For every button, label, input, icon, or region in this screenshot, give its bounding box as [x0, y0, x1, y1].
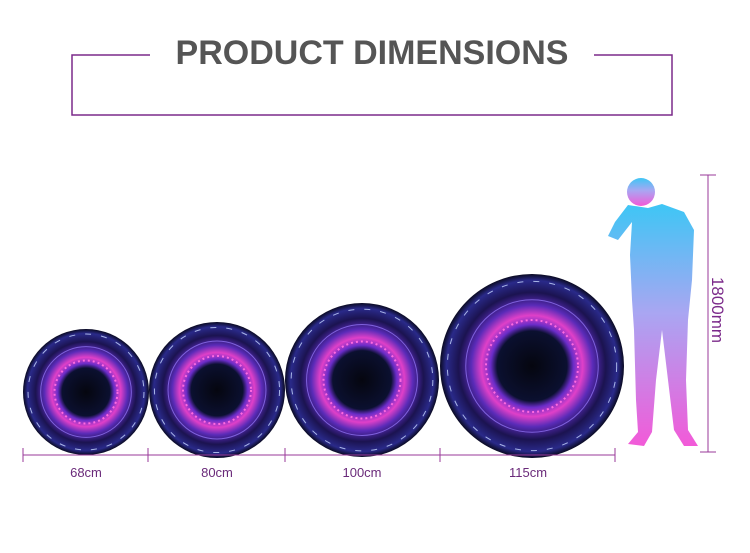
title: PRODUCT DIMENSIONS — [176, 34, 569, 72]
product-disc — [23, 329, 149, 455]
product-disc — [285, 303, 439, 457]
size-label: 115cm — [509, 465, 547, 480]
product-disc — [440, 274, 624, 458]
disc-ring — [446, 280, 618, 452]
disc-ring — [53, 359, 119, 425]
size-label: 68cm — [70, 465, 102, 480]
disc-ring — [27, 333, 145, 451]
disc-ring — [465, 299, 599, 433]
height-line — [700, 174, 716, 453]
disc-ring — [485, 319, 579, 413]
disc-ring — [306, 324, 418, 436]
dimension-line — [22, 448, 616, 462]
title-mask — [150, 35, 594, 75]
disc-ring — [167, 340, 267, 440]
disc-ring — [322, 340, 402, 420]
disc-ring — [290, 308, 434, 452]
height-label: 1800mm — [708, 277, 727, 343]
disc-ring — [40, 346, 132, 438]
size-label: 100cm — [342, 465, 381, 480]
disc-ring — [182, 355, 252, 425]
disc-ring — [153, 326, 281, 454]
size-label: 80cm — [201, 465, 233, 480]
product-disc — [149, 322, 285, 458]
person — [608, 178, 698, 446]
products — [23, 274, 624, 458]
